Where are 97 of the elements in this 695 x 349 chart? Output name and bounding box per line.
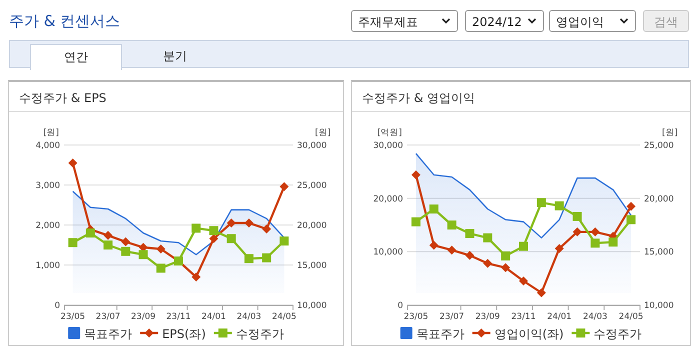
y-tick-label: 0 <box>398 301 403 311</box>
point <box>262 224 272 234</box>
y2-tick-label: 20,000 <box>644 194 674 204</box>
chart-title: 수정주가 & 영업이익 <box>352 82 690 112</box>
legend-label: 수정주가 <box>594 327 642 341</box>
point <box>429 204 438 214</box>
y-tick-label: 20,000 <box>373 194 403 204</box>
point <box>465 229 474 238</box>
y2-tick-label: 10,000 <box>644 301 674 311</box>
y-tick-label: 0 <box>54 301 60 311</box>
y2-axis-title: [원] <box>315 128 331 138</box>
point <box>411 217 420 226</box>
point <box>554 201 564 210</box>
point <box>608 238 618 247</box>
text: 주가 & 컨센서스 <box>9 12 120 31</box>
point <box>192 224 201 233</box>
text: 2024/12 <box>465 10 544 32</box>
x-tick-label: 24/01 <box>547 312 572 322</box>
text: 분기 <box>162 48 188 65</box>
point <box>536 288 546 298</box>
point <box>192 272 201 282</box>
point <box>519 276 528 286</box>
point <box>156 244 166 254</box>
text: 주재무제표 <box>351 10 458 32</box>
y2-tick-label: 20,000 <box>297 221 327 231</box>
y-tick-label: 10,000 <box>373 248 403 258</box>
point <box>536 198 546 208</box>
y-tick-label: 2,000 <box>36 221 60 231</box>
point <box>68 238 78 248</box>
text: 영업이익 <box>549 10 636 32</box>
y2-tick-label: 15,000 <box>297 261 327 271</box>
legend-label: 수정주가 <box>236 327 284 341</box>
point <box>501 263 510 272</box>
point <box>554 244 564 253</box>
point <box>138 250 148 260</box>
x-tick-label: 23/05 <box>404 312 428 322</box>
point <box>572 212 582 221</box>
x-tick-label: 23/11 <box>511 312 536 322</box>
legend-label: EPS(좌) <box>162 327 206 341</box>
legend-label: 목표주가 <box>84 327 132 341</box>
point <box>244 254 254 264</box>
point <box>590 227 600 236</box>
x-tick-label: 24/05 <box>272 312 296 322</box>
point <box>121 246 130 256</box>
y-tick-label: 4,000 <box>36 141 60 151</box>
point <box>572 227 582 236</box>
point <box>483 258 492 268</box>
point <box>156 264 166 273</box>
y-axis-title: [억원] <box>377 128 402 138</box>
text: 연간 <box>30 44 122 70</box>
point <box>104 240 113 250</box>
point <box>411 170 420 180</box>
point <box>280 182 289 192</box>
point <box>68 158 78 168</box>
x-tick-label: 23/05 <box>60 312 86 322</box>
x-tick-label: 24/05 <box>618 312 644 322</box>
point <box>429 240 438 250</box>
point <box>262 253 272 262</box>
x-tick-label: 23/11 <box>166 312 191 322</box>
y2-axis-title: [원] <box>662 128 678 138</box>
point <box>590 238 600 248</box>
x-tick-label: 23/07 <box>440 312 464 322</box>
legend-label: 목표주가 <box>416 327 464 341</box>
point <box>501 251 510 260</box>
point <box>209 226 218 236</box>
point <box>465 250 474 260</box>
point <box>447 220 456 230</box>
point <box>519 242 528 251</box>
x-tick-label: 24/03 <box>582 312 608 322</box>
point <box>226 234 236 244</box>
y-tick-label: 3,000 <box>36 181 60 191</box>
y2-tick-label: 30,000 <box>297 141 327 151</box>
y2-tick-label: 10,000 <box>297 301 327 311</box>
chart-title: 수정주가 & EPS <box>9 82 343 112</box>
y2-tick-label: 25,000 <box>644 141 674 151</box>
point <box>104 230 113 240</box>
x-tick-label: 23/07 <box>96 312 120 322</box>
x-tick-label: 23/09 <box>131 312 156 322</box>
point <box>626 202 636 211</box>
y-axis-title: [원] <box>43 128 59 138</box>
x-tick-label: 24/01 <box>201 312 226 322</box>
y-tick-label: 30,000 <box>373 141 403 151</box>
y2-tick-label: 25,000 <box>297 181 327 191</box>
point <box>280 236 289 246</box>
point <box>447 246 456 255</box>
text: 검색 <box>643 10 689 32</box>
point <box>483 233 492 242</box>
y-tick-label: 1,000 <box>36 261 60 271</box>
point <box>121 237 130 246</box>
legend-label: 영업이익(좌) <box>494 327 564 341</box>
point <box>226 218 236 228</box>
point <box>626 215 636 224</box>
y2-tick-label: 15,000 <box>644 248 674 258</box>
point <box>209 234 218 244</box>
x-tick-label: 23/09 <box>475 312 500 322</box>
x-tick-label: 24/03 <box>236 312 262 322</box>
point <box>86 228 95 238</box>
